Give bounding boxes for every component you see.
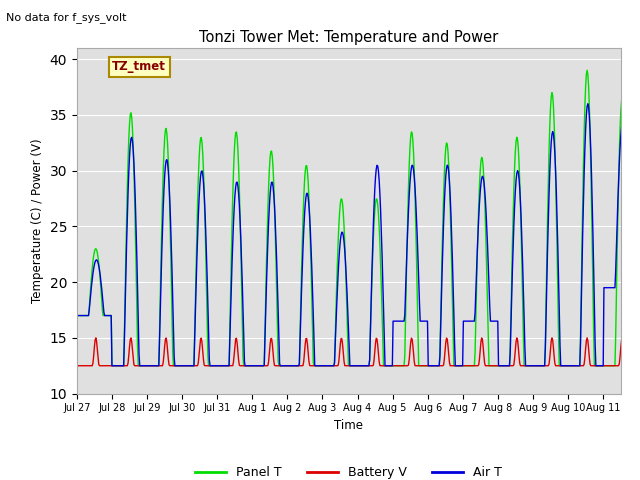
Air T bbox=[73, 312, 81, 318]
Line: Panel T: Panel T bbox=[77, 70, 638, 366]
Air T bbox=[634, 285, 640, 290]
Air T bbox=[108, 363, 116, 369]
Legend: Panel T, Battery V, Air T: Panel T, Battery V, Air T bbox=[190, 461, 508, 480]
Battery V bbox=[139, 363, 147, 369]
Air T bbox=[140, 363, 147, 369]
Panel T bbox=[73, 312, 81, 318]
Panel T bbox=[583, 67, 591, 73]
Text: No data for f_sys_volt: No data for f_sys_volt bbox=[6, 12, 127, 23]
Panel T bbox=[243, 363, 250, 369]
Air T bbox=[243, 363, 250, 369]
Text: TZ_tmet: TZ_tmet bbox=[112, 60, 166, 73]
Air T bbox=[292, 363, 300, 369]
Title: Tonzi Tower Met: Temperature and Power: Tonzi Tower Met: Temperature and Power bbox=[199, 30, 499, 46]
Battery V bbox=[291, 363, 299, 369]
Panel T bbox=[292, 363, 300, 369]
X-axis label: Time: Time bbox=[334, 419, 364, 432]
Battery V bbox=[583, 335, 591, 341]
Line: Air T: Air T bbox=[77, 104, 638, 366]
Battery V bbox=[415, 363, 423, 369]
Air T bbox=[448, 232, 456, 238]
Battery V bbox=[634, 363, 640, 369]
Panel T bbox=[108, 363, 116, 369]
Air T bbox=[271, 203, 278, 209]
Battery V bbox=[270, 358, 278, 363]
Panel T bbox=[417, 363, 424, 369]
Line: Battery V: Battery V bbox=[77, 338, 638, 366]
Panel T bbox=[140, 363, 147, 369]
Panel T bbox=[634, 363, 640, 369]
Panel T bbox=[448, 263, 456, 268]
Y-axis label: Temperature (C) / Power (V): Temperature (C) / Power (V) bbox=[31, 139, 44, 303]
Air T bbox=[584, 101, 591, 107]
Panel T bbox=[271, 202, 278, 207]
Battery V bbox=[73, 363, 81, 369]
Battery V bbox=[447, 363, 455, 369]
Battery V bbox=[242, 363, 250, 369]
Air T bbox=[417, 318, 424, 324]
